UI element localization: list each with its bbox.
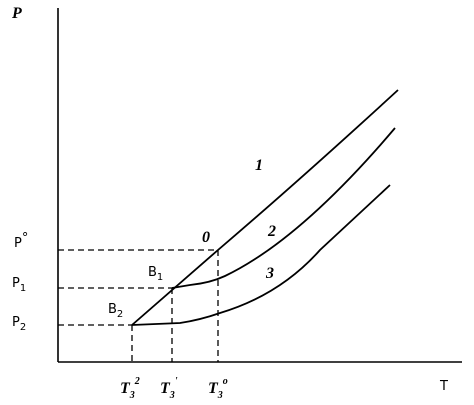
y-label-sub: 2 xyxy=(20,322,26,333)
point-sub: 2 xyxy=(117,309,123,320)
point-main: B xyxy=(108,302,117,317)
curve-label: 1 xyxy=(255,157,263,174)
y-label-sub: 1 xyxy=(20,283,26,294)
guides xyxy=(58,249,219,362)
x-axis-label: T xyxy=(439,379,448,394)
y-label: P° xyxy=(14,231,28,251)
x-label-sub: 3 xyxy=(129,390,135,401)
curve-label: 3 xyxy=(265,265,274,282)
axes xyxy=(57,8,462,363)
x-label-main: T xyxy=(208,380,219,397)
x-label: T3o xyxy=(208,376,228,401)
y-label-main: P xyxy=(12,315,20,330)
y-label-main: P xyxy=(12,276,20,291)
x-label: T3 2 xyxy=(120,376,140,401)
y-label-main: P xyxy=(14,236,22,251)
y-label: P1 xyxy=(12,276,26,294)
x-label-main: T xyxy=(160,380,171,397)
x-label-main: T xyxy=(120,380,131,397)
point-sub: 1 xyxy=(157,272,163,283)
curves xyxy=(131,89,399,326)
point-label: B2 xyxy=(108,302,123,320)
x-label-sup: o xyxy=(223,376,228,387)
x-label: T3' xyxy=(160,376,178,401)
y-axis-label: P xyxy=(11,5,22,22)
point-label: B1 xyxy=(148,265,163,283)
point-main: B xyxy=(148,265,157,280)
x-label-sub: 3 xyxy=(217,390,223,401)
x-label-sup: ' xyxy=(175,376,178,387)
curve-label: 2 xyxy=(267,223,276,240)
x-label-sup: 2 xyxy=(134,376,140,387)
y-label-sup: ° xyxy=(22,231,29,246)
curve-label: 0 xyxy=(202,229,210,246)
x-label-sub: 3 xyxy=(169,390,175,401)
y-label: P2 xyxy=(12,315,26,333)
